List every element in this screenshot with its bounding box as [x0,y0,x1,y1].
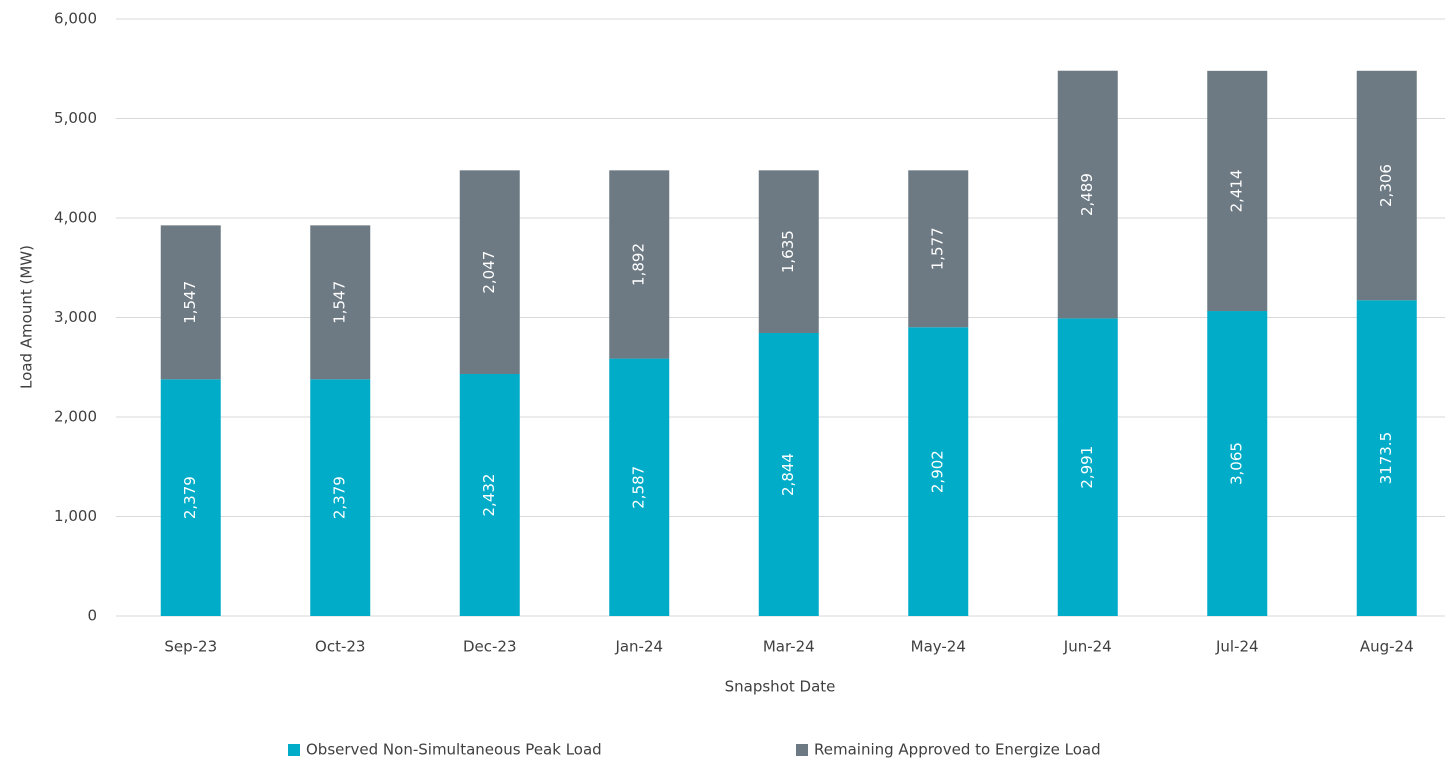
x-axis-label: Snapshot Date [725,678,836,696]
bar-segment [160,379,221,616]
data-label: 3173.5 [1377,432,1395,485]
data-label: 2,306 [1377,164,1395,207]
y-tick-label: 5,000 [54,109,97,127]
y-axis-label: Load Amount (MW) [18,245,36,389]
x-tick-label: May-24 [911,638,966,656]
data-label: 1,547 [181,281,199,324]
x-tick-label: Oct-23 [315,638,365,656]
x-tick-label: Dec-23 [463,638,517,656]
data-label: 3,065 [1228,442,1246,485]
x-tick-label: Mar-24 [763,638,815,656]
y-tick-label: 1,000 [54,507,97,525]
data-label: 1,892 [630,243,648,286]
bar-segment [1356,70,1417,301]
bar-segment [160,225,221,380]
legend-label: Remaining Approved to Energize Load [814,741,1101,759]
data-label: 1,547 [331,281,349,324]
y-tick-label: 6,000 [54,10,97,28]
legend-swatch [796,744,808,756]
bar-segment [1207,70,1268,312]
y-tick-label: 4,000 [54,209,97,227]
bar-segment [609,358,670,616]
data-label: 2,991 [1078,446,1096,489]
x-tick-label: Jan-24 [614,638,663,656]
bar-segment [310,379,371,616]
x-tick-label: Jul-24 [1215,638,1259,656]
bar-segment [609,170,670,359]
bar-segment [1057,70,1118,319]
bar-segment [310,225,371,380]
bar-segment [459,170,520,375]
bar-segment [1207,311,1268,616]
data-label: 2,047 [480,251,498,294]
data-label: 2,379 [331,476,349,519]
x-tick-label: Sep-23 [164,638,217,656]
y-tick-label: 0 [87,607,97,625]
bar-segment [908,170,969,328]
bar-segment [1356,300,1417,616]
y-tick-label: 3,000 [54,308,97,326]
bar-segment [758,170,819,334]
data-label: 2,902 [929,450,947,493]
bar-segment [758,333,819,616]
data-label: 2,432 [480,474,498,517]
data-label: 2,414 [1228,169,1246,212]
bar-segment [908,327,969,616]
legend-label: Observed Non-Simultaneous Peak Load [306,741,602,759]
x-tick-label: Jun-24 [1063,638,1112,656]
data-label: 2,489 [1078,173,1096,216]
data-label: 2,379 [181,476,199,519]
data-label: 1,635 [779,230,797,273]
legend-swatch [288,744,300,756]
bar-segment [459,374,520,616]
data-label: 2,587 [630,466,648,509]
y-tick-label: 2,000 [54,408,97,426]
data-label: 1,577 [929,227,947,270]
x-tick-label: Aug-24 [1360,638,1414,656]
data-label: 2,844 [779,453,797,496]
bar-segment [1057,318,1118,616]
